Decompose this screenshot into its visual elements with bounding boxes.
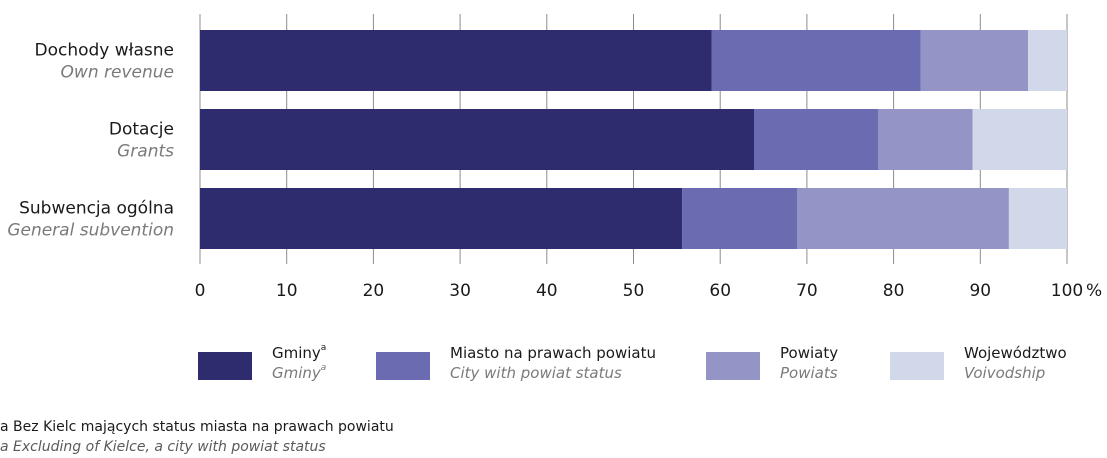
legend-swatch-powiaty bbox=[706, 352, 760, 380]
legend-item-powiaty: Powiaty Powiats bbox=[706, 343, 838, 383]
legend-label-wojewodztwo: Województwo bbox=[964, 344, 1067, 362]
legend-label-wojewodztwo-en: Voivodship bbox=[964, 364, 1046, 382]
category-label: Dochody własne bbox=[34, 41, 174, 61]
footnote-mark: a bbox=[0, 439, 9, 455]
x-tick-label: 40 bbox=[536, 281, 558, 301]
bar-segments bbox=[200, 30, 1067, 249]
category-label-en: Grants bbox=[117, 142, 174, 162]
bar-segment bbox=[920, 30, 1028, 91]
x-tick-label: 0 bbox=[195, 281, 206, 301]
x-axis-ticks: 0 10 20 30 40 50 60 70 80 90 100 bbox=[195, 281, 1084, 301]
footnote-mark: a bbox=[320, 343, 327, 353]
legend-label-gminy-en: Gminy bbox=[272, 364, 321, 382]
footnote-mark: a bbox=[0, 419, 9, 435]
footnote-text-en: Excluding of Kielce, a city with powiat … bbox=[13, 439, 326, 455]
category-label: Dotacje bbox=[109, 120, 174, 140]
x-tick-label: 80 bbox=[883, 281, 905, 301]
legend-swatch-miasto bbox=[376, 352, 430, 380]
legend-item-gminy: Gminya Gminya bbox=[198, 343, 326, 383]
x-tick-label: 70 bbox=[796, 281, 818, 301]
legend: Gminya Gminya Miasto na prawach powiatu … bbox=[0, 343, 1107, 393]
legend-label-miasto-en: City with powiat status bbox=[450, 364, 622, 382]
category-label-en: Own revenue bbox=[61, 63, 174, 83]
legend-swatch-gminy bbox=[198, 352, 252, 380]
legend-label-gminy: Gminy bbox=[272, 344, 321, 362]
footnote-text: Bez Kielc mających status miasta na praw… bbox=[13, 419, 394, 435]
legend-label-powiaty: Powiaty bbox=[780, 344, 839, 362]
footnote-mark: a bbox=[320, 363, 327, 373]
legend-label-powiaty-en: Powiats bbox=[780, 364, 838, 382]
x-tick-label: 10 bbox=[276, 281, 298, 301]
bar-segment bbox=[682, 188, 798, 249]
legend-label-miasto: Miasto na prawach powiatu bbox=[450, 344, 656, 362]
x-tick-label: 50 bbox=[623, 281, 645, 301]
footnote: a Bez Kielc mających status miasta na pr… bbox=[0, 417, 394, 457]
x-tick-label: 100 bbox=[1051, 281, 1083, 301]
category-label: Subwencja ogólna bbox=[19, 199, 174, 219]
bar-segment bbox=[200, 188, 683, 249]
legend-item-wojewodztwo: Województwo Voivodship bbox=[890, 343, 1067, 383]
bar-segment bbox=[972, 109, 1067, 170]
bar-segment bbox=[200, 30, 712, 91]
x-tick-label: 60 bbox=[709, 281, 731, 301]
bar-segment bbox=[797, 188, 1009, 249]
x-tick-label: 90 bbox=[969, 281, 991, 301]
legend-item-miasto: Miasto na prawach powiatu City with powi… bbox=[376, 343, 656, 383]
bar-segment bbox=[200, 109, 755, 170]
legend-swatch-wojewodztwo bbox=[890, 352, 944, 380]
category-label-en: General subvention bbox=[7, 221, 174, 241]
x-axis-unit: % bbox=[1086, 281, 1102, 301]
bar-segment bbox=[877, 109, 973, 170]
bar-segment bbox=[711, 30, 921, 91]
bar-segment bbox=[754, 109, 878, 170]
x-tick-label: 30 bbox=[449, 281, 471, 301]
bar-segment bbox=[1008, 188, 1067, 249]
x-tick-label: 20 bbox=[363, 281, 385, 301]
bar-segment bbox=[1027, 30, 1067, 91]
